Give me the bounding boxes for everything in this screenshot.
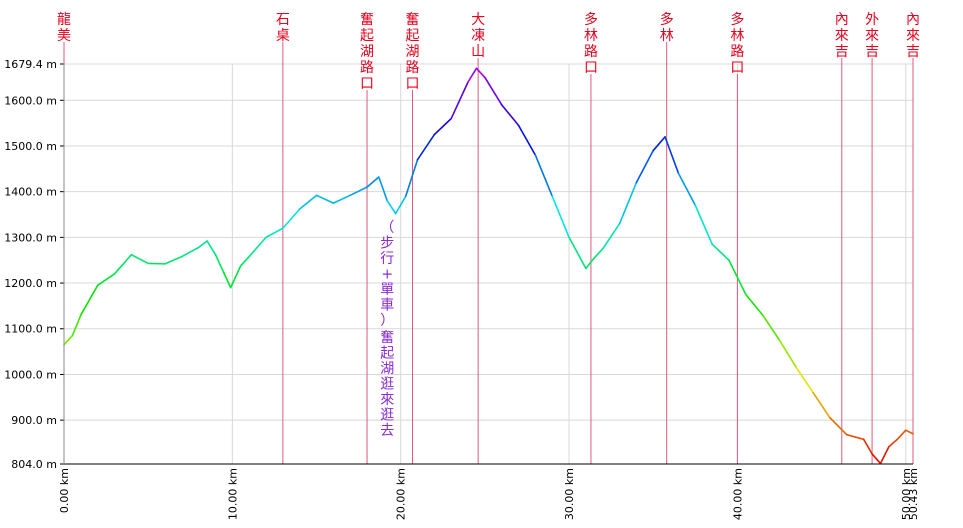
waypoint-labels: 龍美 石桌 奮起湖路口 奮起湖路口 大凍山 多林路口 多林 多林路口 內來吉 外來吉 內來吉 [57, 11, 920, 92]
elevation-segment [467, 67, 478, 83]
elevation-segment [315, 194, 335, 204]
elevation-segment [349, 186, 368, 197]
waypoint-label: 內來吉 [906, 12, 920, 60]
elevation-segment [745, 293, 764, 316]
elevation-segment [778, 339, 798, 369]
elevation-segment [517, 124, 537, 156]
waypoint-marker-lines [63, 42, 914, 464]
elevation-segment [761, 314, 781, 341]
waypoint-label: 多林路口 [730, 11, 744, 76]
elevation-segment [534, 154, 554, 198]
elevation-segment [585, 257, 596, 270]
x-tick-label: 20.00 km [395, 468, 408, 520]
x-tick-label: 50.43 km [907, 468, 920, 520]
elevation-segment [386, 200, 397, 215]
elevation-segment [223, 272, 232, 289]
annotation-line: （步行+單車） [380, 220, 394, 329]
elevation-segment [96, 273, 116, 287]
elevation-segment [378, 176, 389, 202]
y-axis-ticks: 804.0 m 900.0 m 1000.0 m 1100.0 m 1200.0 m 13… [4, 58, 64, 471]
elevation-segment [366, 176, 380, 188]
elevation-segment [500, 104, 520, 127]
x-tick-label: 50.00 km [900, 468, 913, 520]
elevation-segment [130, 253, 149, 265]
y-tick-label: 1400.0 m [4, 186, 57, 199]
elevation-segment [113, 253, 133, 275]
elevation-segment [618, 181, 638, 225]
grid [64, 63, 913, 464]
elevation-segment [164, 255, 183, 265]
elevation-segment [265, 227, 284, 239]
elevation-segment [812, 391, 831, 419]
y-tick-label: 1100.0 m [4, 323, 57, 336]
waypoint-label: 多林 [660, 11, 674, 44]
elevation-segment [416, 133, 436, 161]
elevation-segment [484, 76, 503, 106]
y-tick-label: 1500.0 m [4, 140, 57, 153]
elevation-segment [829, 417, 848, 436]
elevation-segment [229, 264, 242, 289]
elevation-segment [248, 236, 267, 258]
elevation-segment [475, 67, 486, 79]
waypoint-label: 大凍山 [471, 12, 485, 60]
elevation-segment [711, 243, 730, 262]
y-tick-label: 1300.0 m [4, 231, 57, 244]
elevation-series [63, 67, 914, 465]
x-axis-ticks: 0.00 km 10.00 km 20.00 km 30.00 km 40.00 km 5… [58, 468, 920, 520]
elevation-segment [239, 255, 250, 267]
waypoint-label: 內來吉 [835, 12, 849, 60]
elevation-segment [879, 445, 890, 465]
elevation-segment [404, 158, 419, 198]
elevation-segment [664, 136, 680, 175]
elevation-segment [871, 453, 882, 465]
x-tick-label: 40.00 km [731, 468, 744, 520]
elevation-segment [694, 204, 713, 246]
y-tick-label: 1679.4 m [4, 58, 57, 71]
elevation-segment [394, 195, 407, 215]
x-tick-label: 30.00 km [563, 468, 576, 520]
waypoint-label: 奮起湖路口 [405, 12, 419, 92]
annotation-line: 奮起湖逛來逛去 [380, 330, 394, 439]
waypoint-label: 外來吉 [865, 12, 879, 60]
elevation-segment [652, 136, 666, 152]
x-tick-label: 10.00 km [226, 468, 239, 520]
elevation-segment [795, 366, 814, 394]
x-tick-label: 0.00 km [58, 468, 71, 513]
y-tick-label: 1200.0 m [4, 277, 57, 290]
elevation-segment [214, 253, 225, 274]
elevation-segment [593, 247, 604, 259]
elevation-segment [450, 81, 469, 120]
waypoint-label: 龍美 [57, 11, 71, 44]
elevation-segment [206, 240, 217, 256]
y-tick-label: 1000.0 m [4, 368, 57, 381]
elevation-segment [677, 172, 697, 207]
waypoint-label: 多林路口 [584, 11, 598, 76]
elevation-segment [282, 208, 301, 230]
elevation-segment [433, 117, 453, 136]
y-tick-label: 1600.0 m [4, 94, 57, 107]
elevation-segment [888, 438, 899, 448]
y-tick-label: 804.0 m [11, 458, 57, 471]
waypoint-label: 石桌 [276, 12, 290, 44]
elevation-segment [568, 236, 587, 270]
elevation-segment [846, 433, 865, 441]
elevation-segment [728, 259, 747, 296]
elevation-segment [63, 334, 74, 346]
elevation-segment [181, 246, 200, 258]
elevation-segment [80, 284, 99, 316]
elevation-segment [298, 194, 318, 210]
elevation-segment [904, 429, 914, 435]
elevation-segment [551, 195, 570, 239]
elevation-segment [197, 240, 208, 249]
waypoint-label: 奮起湖路口 [360, 12, 374, 92]
y-tick-label: 900.0 m [11, 414, 57, 427]
elevation-segment [635, 149, 655, 184]
annotation: （步行+單車）奮起湖逛來逛去 [380, 220, 394, 439]
elevation-segment [332, 194, 351, 204]
elevation-segment [896, 429, 907, 441]
elevation-segment [601, 222, 621, 250]
elevation-segment [862, 438, 873, 455]
elevation-segment [71, 314, 82, 337]
